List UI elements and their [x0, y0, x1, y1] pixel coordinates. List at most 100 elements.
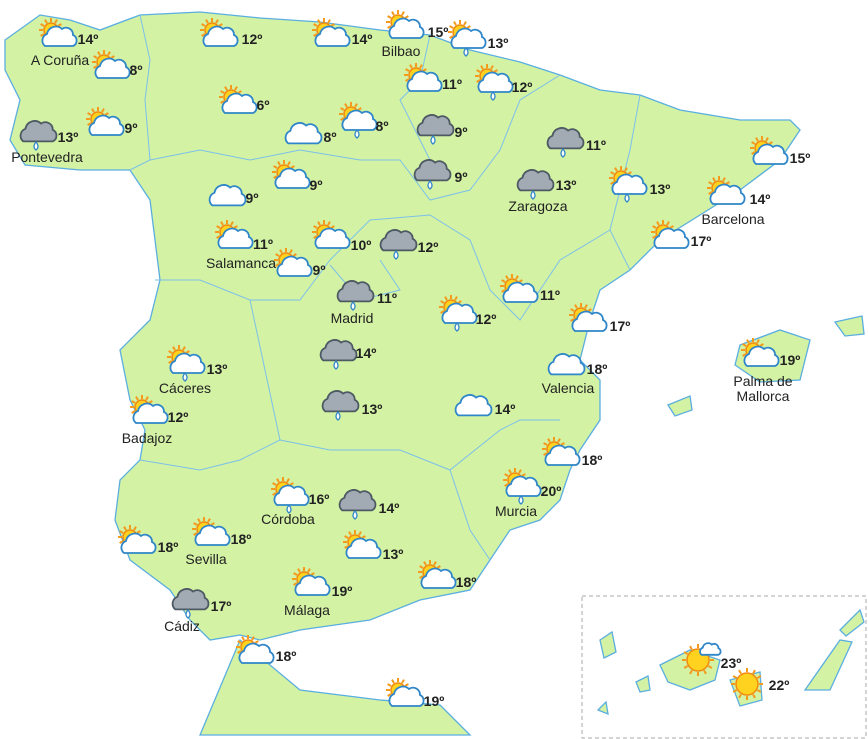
cloud — [276, 255, 313, 277]
sun-ray — [317, 221, 321, 226]
sun-ray — [275, 253, 280, 257]
sun-ray — [433, 561, 437, 566]
sun-ray — [493, 69, 498, 73]
gray-cloud — [336, 280, 375, 303]
temperature: 18º — [582, 452, 603, 468]
cloud — [314, 227, 351, 249]
sun-ray — [201, 23, 206, 27]
rain-drop — [430, 134, 436, 145]
rain-drop — [454, 321, 460, 332]
sun-ray — [251, 636, 255, 641]
sun-ray — [405, 68, 410, 72]
temperature: 11º — [442, 76, 462, 92]
sun-ray — [216, 225, 221, 229]
cloud — [294, 574, 331, 596]
cloud — [388, 685, 425, 707]
temperature: 11º — [377, 290, 397, 306]
sun-ray — [344, 545, 349, 549]
sun-ray — [357, 107, 362, 111]
temperature: 19º — [332, 583, 353, 599]
cloud — [547, 353, 586, 376]
sun-ray — [168, 360, 173, 364]
gray-cloud — [319, 339, 358, 362]
gray-cloud — [321, 390, 360, 413]
sun-ray — [91, 108, 95, 113]
sun-ray — [457, 300, 462, 304]
sun-ray — [742, 343, 747, 347]
rain-drop — [560, 147, 566, 158]
sun-ray — [422, 68, 427, 72]
station: 12º Badajoz — [122, 395, 189, 446]
sun-ray — [738, 669, 742, 675]
sun-ray — [293, 582, 298, 586]
sun-ray — [135, 396, 139, 401]
sun-ray — [344, 535, 349, 539]
rain-drop — [427, 179, 433, 190]
sun-ray — [490, 65, 494, 70]
temperature: 15º — [428, 24, 449, 40]
sun-ray — [712, 177, 716, 182]
sun-ray — [547, 438, 551, 443]
station: 18º — [236, 635, 296, 664]
sun-ray — [193, 522, 198, 526]
temperature: 14º — [356, 345, 377, 361]
city-name: Murcia — [495, 503, 537, 519]
sun-ray — [610, 181, 615, 185]
rain-drop — [530, 189, 536, 200]
cloud — [208, 184, 247, 207]
station: 11º — [546, 127, 606, 158]
cloud — [653, 227, 690, 249]
sun-ray — [237, 90, 242, 94]
sun-ray — [289, 482, 294, 486]
cloud — [284, 122, 323, 145]
station: 10º — [312, 220, 371, 253]
temperature: 8º — [324, 129, 337, 145]
sun-ray — [656, 221, 660, 226]
sun-ray — [133, 526, 137, 531]
temperature: 15º — [790, 150, 811, 166]
sun-ray — [756, 675, 762, 679]
sun-ray — [330, 23, 335, 27]
sun-ray — [233, 225, 238, 229]
temperature: 13º — [207, 361, 228, 377]
sun-ray — [40, 23, 45, 27]
sun-ray — [272, 482, 277, 486]
temperature: 17º — [211, 598, 232, 614]
cloud — [420, 567, 457, 589]
sun-ray — [453, 21, 457, 26]
sun-ray — [230, 221, 234, 226]
sun-ray — [387, 25, 392, 29]
cloud — [221, 92, 258, 114]
sun-ray — [110, 55, 115, 59]
station: 15º Bilbao — [382, 10, 449, 59]
sun-ray — [732, 675, 738, 679]
sun-ray — [405, 78, 410, 82]
sun-ray — [330, 225, 335, 229]
temperature: 13º — [556, 177, 577, 193]
sun-ray — [193, 532, 198, 536]
station: 23º — [682, 642, 741, 676]
sun-ray — [241, 636, 245, 641]
sun-ray — [574, 304, 578, 309]
station: 13º Cáceres — [159, 345, 227, 396]
cloud — [505, 475, 542, 497]
sun-ray — [361, 535, 366, 539]
sun-ray — [543, 442, 548, 446]
sun-ray — [234, 86, 238, 91]
sun-ray — [313, 33, 318, 37]
cloud — [709, 183, 746, 205]
station: 14º — [319, 339, 377, 370]
temperature: 12º — [168, 409, 189, 425]
temperature: 8º — [130, 62, 143, 78]
rain-drop — [354, 128, 360, 139]
cloud — [454, 394, 493, 417]
gray-cloud — [19, 120, 58, 143]
cloud — [41, 25, 78, 47]
temperature: 22º — [769, 677, 790, 693]
temperature: 13º — [488, 35, 509, 51]
sun-ray — [614, 167, 618, 172]
city-name: Córdoba — [261, 511, 315, 527]
